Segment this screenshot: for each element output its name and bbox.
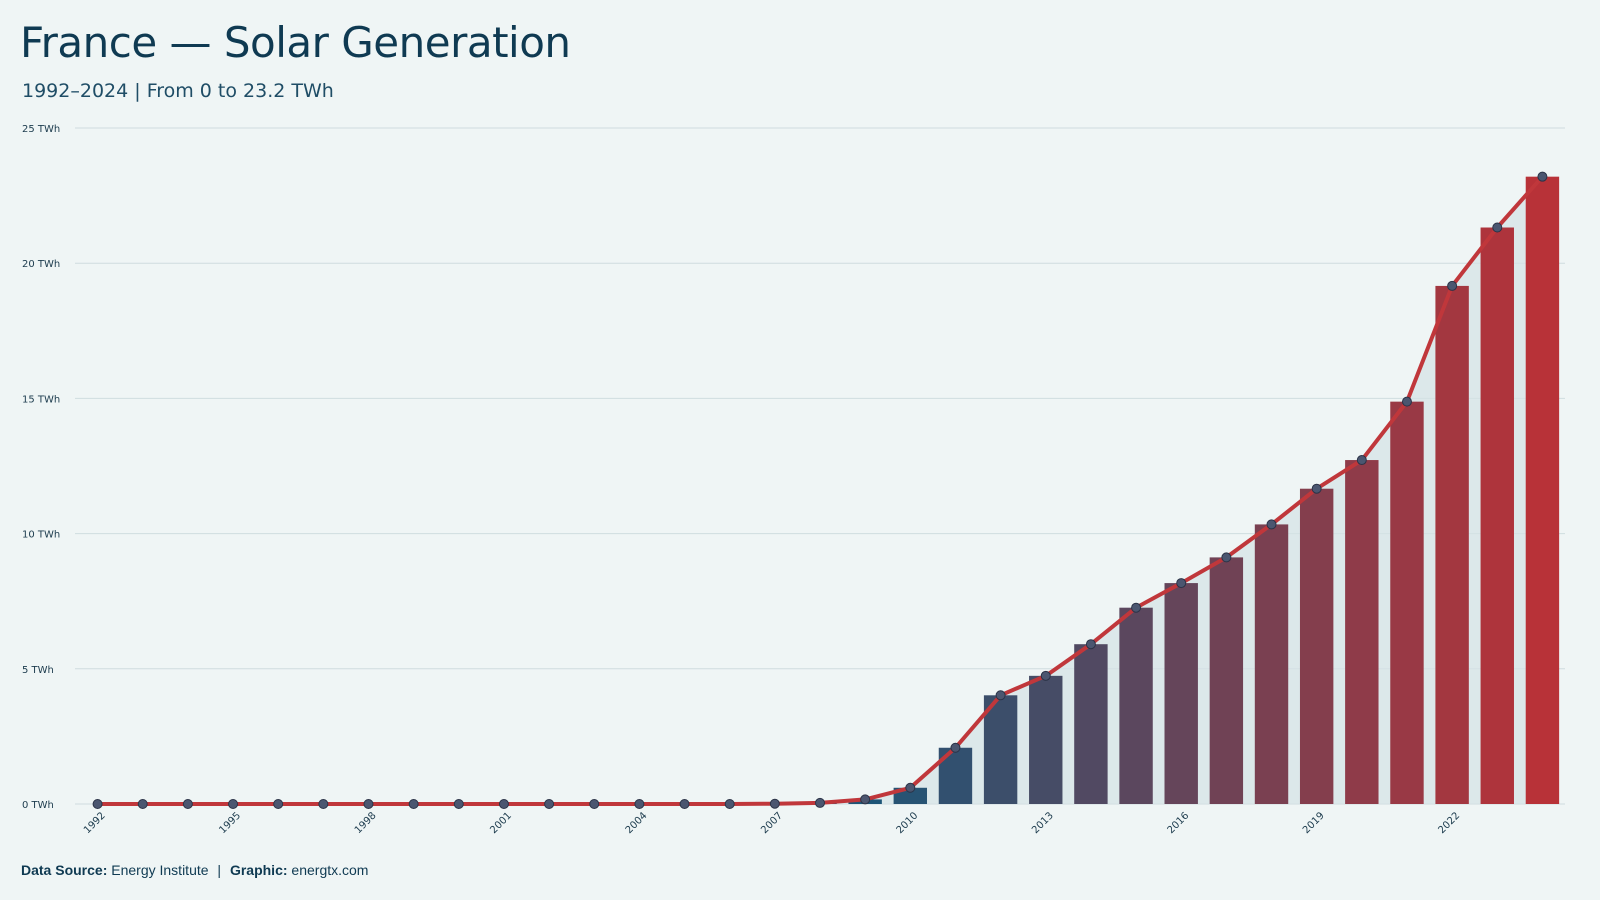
- bar-2024: [1525, 176, 1560, 804]
- marker-2022: [1447, 280, 1458, 291]
- x-tick-label: 2001: [488, 810, 514, 836]
- marker-2002: [544, 799, 555, 809]
- y-tick-label: 5 TWh: [22, 665, 54, 676]
- marker-1999: [408, 799, 419, 809]
- marker-2018: [1266, 519, 1277, 530]
- x-tick-label: 2007: [759, 810, 785, 836]
- bar-2021: [1390, 401, 1424, 804]
- marker-1996: [273, 799, 284, 809]
- graphic-label: Graphic:: [229, 862, 288, 878]
- source-value: Energy Institute: [111, 862, 209, 878]
- marker-2013: [1040, 670, 1051, 681]
- marker-2012: [995, 690, 1006, 701]
- marker-2010: [905, 782, 916, 793]
- y-tick-label: 20 TWh: [22, 259, 60, 270]
- x-tick-label: 1995: [217, 810, 243, 836]
- marker-2020: [1356, 455, 1367, 466]
- marker-2008: [815, 797, 825, 808]
- bar-2020: [1345, 460, 1379, 804]
- footer-credits: Data Source: Energy Institute | Graphic:…: [21, 862, 368, 878]
- marker-2023: [1492, 222, 1503, 233]
- marker-2005: [679, 799, 690, 809]
- bar-2023: [1480, 227, 1514, 804]
- bar-2015: [1119, 607, 1153, 804]
- bar-2019: [1299, 488, 1334, 804]
- marker-2000: [453, 799, 464, 809]
- chart-title: France — Solar Generation: [20, 18, 571, 67]
- bar-2013: [1029, 675, 1063, 804]
- bar-2017: [1209, 557, 1244, 804]
- marker-2004: [634, 799, 645, 809]
- marker-2015: [1131, 602, 1142, 613]
- bar-2016: [1164, 583, 1198, 804]
- graphic-value: energtx.com: [291, 862, 369, 878]
- marker-2009: [860, 794, 871, 805]
- marker-1997: [318, 799, 329, 809]
- marker-2021: [1401, 396, 1412, 407]
- marker-1998: [363, 799, 374, 809]
- marker-1992: [92, 799, 103, 809]
- x-tick-label: 1992: [82, 810, 108, 836]
- bar-2022: [1435, 285, 1469, 805]
- y-tick-label: 15 TWh: [22, 394, 60, 405]
- y-tick-label: 10 TWh: [22, 530, 60, 541]
- y-tick-label: 0 TWh: [22, 800, 54, 811]
- x-tick-label: 2016: [1166, 810, 1192, 836]
- x-tick-label: 2019: [1301, 810, 1327, 836]
- x-tick-label: 2022: [1436, 810, 1462, 836]
- marker-1994: [182, 799, 193, 809]
- chart-subtitle: 1992–2024 | From 0 to 23.2 TWh: [22, 80, 334, 102]
- marker-2024: [1537, 171, 1548, 182]
- bar-2014: [1074, 644, 1108, 804]
- marker-2003: [589, 799, 600, 809]
- marker-2016: [1176, 578, 1187, 589]
- marker-2006: [724, 799, 735, 809]
- x-tick-label: 2004: [624, 810, 650, 836]
- marker-2011: [950, 742, 961, 753]
- bar-2012: [983, 695, 1018, 804]
- x-tick-label: 2013: [1030, 810, 1056, 836]
- footer-separator: |: [217, 862, 222, 878]
- source-label: Data Source:: [21, 862, 108, 878]
- marker-2017: [1221, 552, 1232, 563]
- marker-2007: [769, 798, 780, 809]
- bar-2018: [1254, 524, 1289, 804]
- x-tick-label: 2010: [895, 810, 921, 836]
- y-tick-label: 25 TWh: [22, 124, 60, 135]
- marker-2014: [1085, 639, 1096, 650]
- marker-2019: [1311, 483, 1322, 494]
- marker-1993: [137, 799, 148, 809]
- x-tick-label: 1998: [353, 810, 379, 836]
- marker-2001: [498, 799, 509, 809]
- marker-1995: [228, 799, 239, 809]
